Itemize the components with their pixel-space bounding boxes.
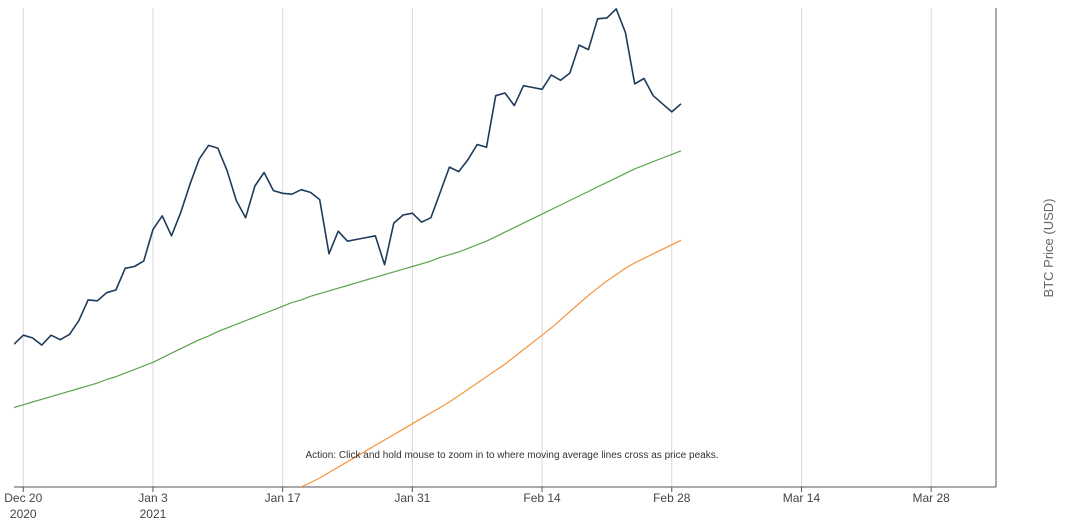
- axes: [14, 8, 997, 488]
- gridlines: [22, 8, 932, 487]
- x-tick-label: Dec 20: [4, 491, 42, 505]
- x-tick-label: Jan 3: [138, 491, 168, 505]
- price-line[interactable]: [14, 8, 682, 346]
- x-tick-label: Jan 31: [394, 491, 430, 505]
- x-tick-label: Jan 17: [265, 491, 301, 505]
- moving-average-slow-line[interactable]: [300, 239, 682, 487]
- y-axis-title: BTC Price (USD): [1041, 199, 1056, 298]
- x-tick-year-label: 2021: [140, 507, 167, 521]
- x-tick-label: Feb 14: [523, 491, 561, 505]
- x-tick-label: Feb 28: [653, 491, 691, 505]
- moving-average-fast-line[interactable]: [14, 150, 682, 409]
- x-axis-ticks: Dec 20 2020 Jan 3 2021 Jan 17 Jan 31 Feb 14 Feb…: [4, 487, 950, 521]
- x-tick-year-label: 2020: [10, 507, 37, 521]
- chart-annotation: Action: Click and hold mouse to zoom in …: [306, 450, 719, 461]
- x-tick-label: Mar 14: [783, 491, 821, 505]
- series-lines[interactable]: [14, 8, 682, 487]
- x-tick-label: Mar 28: [912, 491, 950, 505]
